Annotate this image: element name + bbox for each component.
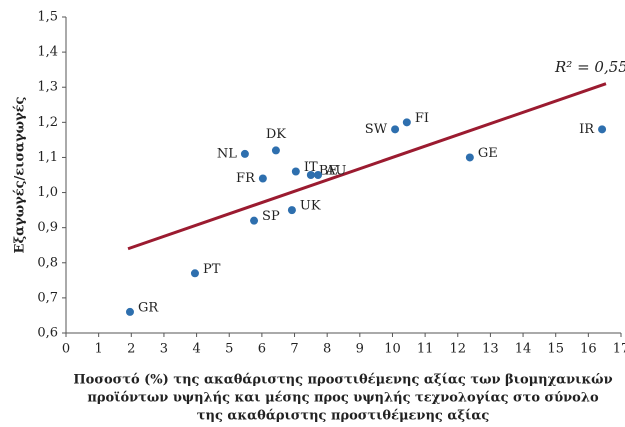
y-tick-label: 0,9: [37, 220, 58, 235]
x-tick-label: 5: [225, 342, 233, 357]
point-label: FI: [415, 111, 429, 126]
y-tick-label: 0,6: [37, 326, 58, 341]
trend-line: [127, 82, 607, 251]
y-tick-label: 1,3: [37, 80, 58, 95]
x-tick-label: 9: [356, 342, 364, 357]
x-tick-label: 11: [417, 342, 434, 357]
x-tick-label: 10: [384, 342, 401, 357]
point-label: SW: [365, 122, 388, 137]
x-tick-label: 16: [580, 342, 597, 357]
x-tick-label: 4: [192, 342, 200, 357]
point-label: GE: [478, 146, 498, 161]
y-tick-label: 1,5: [37, 10, 58, 25]
x-tick-label: 14: [515, 342, 532, 357]
point-label: IR: [579, 122, 595, 137]
x-axis-label: της ακαθάριστης προστιθέμενης αξίας: [197, 409, 490, 424]
x-axis-label: προϊόντων υψηλής και μέσης προς υψηλής τ…: [87, 391, 599, 406]
x-tick-label: 7: [290, 342, 298, 357]
point: [402, 118, 411, 127]
y-tick-label: 0,7: [37, 290, 58, 305]
x-tick-label: 1: [95, 342, 103, 357]
point-label: UK: [300, 199, 321, 214]
x-tick-label: 2: [127, 342, 135, 357]
point: [271, 146, 280, 155]
point: [306, 171, 315, 179]
y-axis-label: Εξαγωγές/εισαγωγές: [13, 96, 28, 253]
y-tick-label: 1,2: [37, 115, 58, 130]
point: [287, 206, 296, 215]
point-label: AU: [325, 164, 346, 179]
point: [465, 153, 474, 162]
point-label: BE: [319, 164, 338, 179]
point-label: PT: [203, 262, 221, 277]
point: [250, 216, 259, 225]
point-label: FR: [236, 171, 256, 186]
x-tick-label: 0: [62, 342, 70, 357]
x-tick-label: 3: [160, 342, 168, 357]
point: [391, 125, 400, 134]
point: [598, 125, 607, 134]
x-tick-label: 6: [258, 342, 266, 357]
x-tick-label: 8: [323, 342, 331, 357]
x-tick-label: 15: [547, 342, 564, 357]
point: [291, 167, 300, 176]
x-tick-label: 17: [613, 342, 625, 357]
point-label: GR: [138, 300, 159, 315]
point: [125, 307, 134, 316]
point: [240, 149, 249, 158]
point-label: IT: [304, 160, 318, 175]
x-axis-label: Ποσοστό (%) της ακαθάριστης προστιθέμενη…: [73, 373, 612, 388]
point: [314, 171, 323, 179]
y-tick-label: 1,0: [37, 185, 58, 200]
x-tick-label: 12: [449, 342, 466, 357]
y-tick-label: 1,1: [37, 150, 58, 165]
x-tick-label: 13: [482, 342, 499, 357]
y-tick-label: 0,8: [37, 255, 58, 270]
annotation: R² = 0,55: [554, 58, 625, 76]
point: [190, 269, 199, 278]
point: [258, 174, 267, 183]
point-label: NL: [217, 146, 237, 161]
point-label: SP: [262, 209, 280, 224]
point-label: DK: [266, 127, 286, 142]
y-tick-label: 1,4: [37, 45, 58, 60]
